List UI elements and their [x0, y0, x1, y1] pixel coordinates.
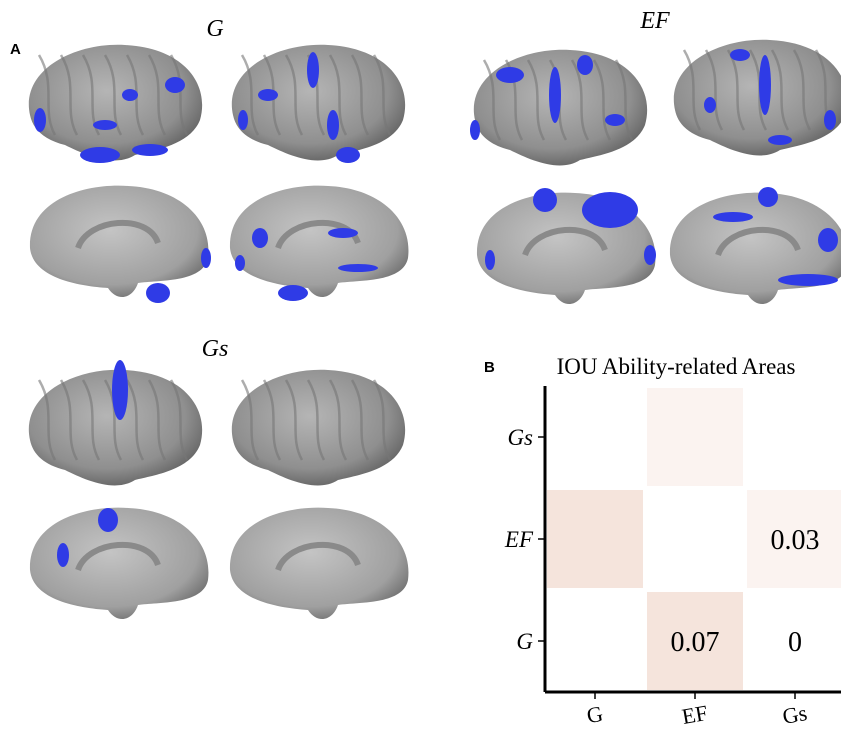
heatmap: 0.07 0 0.03 G EF Gs G EF Gs	[504, 386, 841, 729]
brain	[230, 186, 409, 301]
group-title: Gs	[202, 336, 229, 362]
figure: A B G EF Gs IOU Ability-related Areas 0.…	[0, 0, 841, 732]
activation-blob	[338, 264, 378, 272]
activation-blob	[112, 360, 128, 420]
activation-blob	[582, 192, 638, 228]
activation-blob	[818, 228, 838, 252]
activation-blob	[328, 228, 358, 238]
chart-title: IOU Ability-related Areas	[557, 354, 796, 379]
activation-blob	[80, 147, 120, 163]
y-tick-label: Gs	[507, 425, 533, 450]
activation-blob	[704, 97, 716, 113]
activation-blob	[768, 135, 792, 145]
activation-blob	[533, 188, 557, 212]
activation-blob	[165, 77, 185, 93]
brain-surface	[30, 186, 209, 297]
activation-blob	[235, 255, 245, 271]
brain	[674, 40, 841, 156]
brain	[470, 50, 647, 166]
activation-blob	[34, 108, 46, 132]
activation-blob	[644, 245, 656, 265]
panel-label: B	[484, 359, 495, 376]
brain	[477, 188, 656, 304]
brain	[29, 45, 202, 163]
brain	[30, 508, 209, 619]
cell-label: 0.03	[771, 525, 820, 556]
brain	[670, 187, 841, 304]
x-tick-label: G	[585, 701, 605, 728]
y-tick-label: EF	[504, 527, 534, 552]
activation-blob	[132, 144, 168, 156]
heatmap-cell	[647, 388, 743, 486]
activation-blob	[496, 67, 524, 83]
activation-blob	[258, 89, 278, 101]
group-title: G	[206, 16, 223, 42]
activation-blob	[759, 55, 771, 115]
heatmap-cell	[547, 490, 643, 588]
activation-blob	[336, 147, 360, 163]
activation-blob	[307, 52, 319, 88]
heatmap-cell	[547, 388, 643, 486]
activation-blob	[278, 285, 308, 301]
activation-blob	[549, 67, 561, 123]
activation-blob	[485, 250, 495, 270]
brain	[29, 360, 202, 485]
group-title: EF	[639, 8, 670, 34]
activation-blob	[146, 283, 170, 303]
brain-surface	[670, 193, 841, 304]
activation-blob	[824, 110, 836, 130]
brain-surface	[230, 508, 409, 619]
activation-blob	[327, 110, 339, 140]
brain	[30, 186, 211, 303]
y-tick-label: G	[516, 629, 533, 654]
x-tick-label: EF	[680, 700, 710, 729]
brain-surface	[30, 508, 209, 619]
activation-blob	[93, 120, 117, 130]
activation-blob	[577, 55, 593, 75]
x-tick-label: Gs	[781, 700, 809, 729]
activation-blob	[201, 248, 211, 268]
brain	[232, 370, 405, 486]
brain	[232, 45, 405, 163]
activation-blob	[778, 274, 838, 286]
activation-blob	[238, 110, 248, 130]
activation-blob	[57, 543, 69, 567]
activation-blob	[758, 187, 778, 207]
brain	[230, 508, 409, 619]
panel-label: A	[10, 41, 21, 58]
activation-blob	[98, 508, 118, 532]
activation-blob	[252, 228, 268, 248]
activation-blob	[605, 114, 625, 126]
brain-surface	[674, 40, 841, 156]
activation-blob	[470, 120, 480, 140]
activation-blob	[713, 212, 753, 222]
brain-renders	[29, 40, 841, 619]
cell-label: 0	[788, 627, 802, 658]
cell-label: 0.07	[671, 627, 720, 658]
activation-blob	[122, 89, 138, 101]
activation-blob	[730, 49, 750, 61]
